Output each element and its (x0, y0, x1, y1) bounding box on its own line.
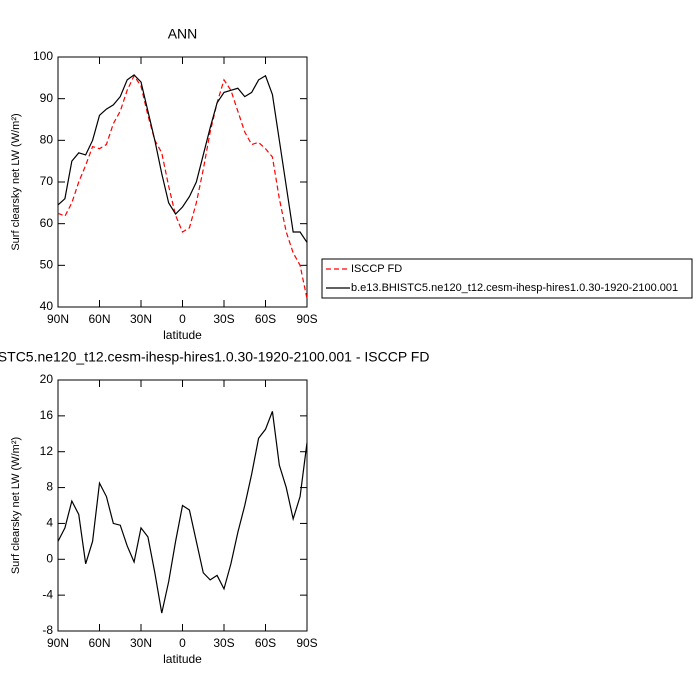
x-axis-label: latitude (163, 328, 202, 342)
y-tick-label: 100 (33, 49, 53, 63)
y-tick-label: 0 (46, 551, 53, 565)
legend-label: b.e13.BHISTC5.ne120_t12.cesm-ihesp-hires… (351, 282, 678, 294)
chart-title: b.e13.BHISTC5.ne120_t12.cesm-ihesp-hires… (0, 349, 429, 365)
x-tick-label: 30N (130, 636, 152, 650)
chart-title: ANN (168, 26, 198, 42)
x-tick-label: 90N (47, 312, 69, 326)
x-tick-label: 90N (47, 636, 69, 650)
y-tick-label: 60 (40, 216, 54, 230)
x-tick-label: 60S (255, 636, 276, 650)
legend-box (321, 258, 693, 299)
y-axis-label: Surf clearsky net LW (W/m²) (10, 437, 22, 574)
y-tick-label: 8 (46, 480, 53, 494)
y-tick-label: 16 (40, 408, 54, 422)
y-tick-label: -4 (42, 587, 53, 601)
data-line (57, 411, 308, 614)
y-tick-label: -8 (42, 623, 53, 637)
x-tick-label: 60N (88, 636, 110, 650)
x-tick-label: 90S (296, 636, 317, 650)
data-line (57, 74, 308, 299)
y-tick-label: 12 (40, 444, 54, 458)
x-tick-label: 90S (296, 312, 317, 326)
x-tick-label: 30S (213, 636, 234, 650)
x-tick-label: 60S (255, 312, 276, 326)
x-tick-label: 60N (88, 312, 110, 326)
x-tick-label: 30S (213, 312, 234, 326)
x-tick-label: 0 (179, 312, 186, 326)
y-axis-label: Surf clearsky net LW (W/m²) (10, 113, 22, 250)
y-tick-label: 50 (40, 258, 54, 272)
data-line (57, 74, 308, 243)
y-tick-label: 40 (40, 299, 54, 313)
y-tick-label: 80 (40, 133, 54, 147)
x-tick-label: 30N (130, 312, 152, 326)
y-tick-label: 70 (40, 174, 54, 188)
y-tick-label: 90 (40, 91, 54, 105)
x-axis-label: latitude (163, 652, 202, 666)
y-tick-label: 20 (40, 372, 54, 386)
plot-frame (57, 56, 308, 308)
legend-label: ISCCP FD (351, 263, 402, 275)
x-tick-label: 0 (179, 636, 186, 650)
y-tick-label: 4 (46, 516, 53, 530)
